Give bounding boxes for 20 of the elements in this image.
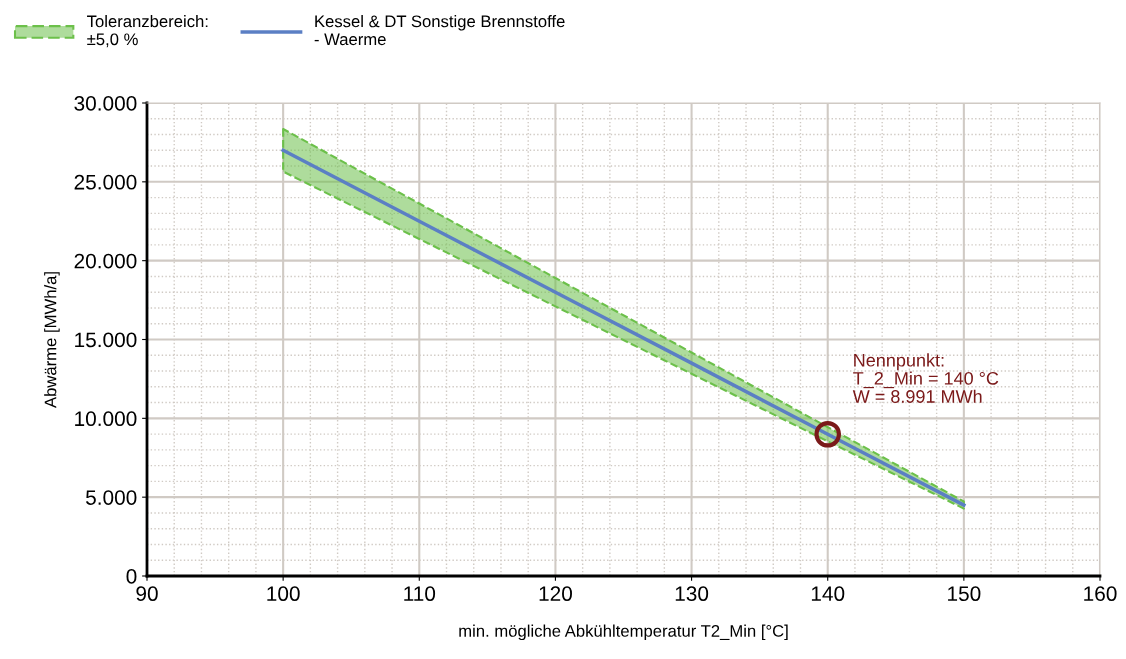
legend-label: Kessel & DT Sonstige Brennstoffe - Waerme [314,15,565,46]
x-tick-label: 120 [539,586,572,602]
y-tick-label: 10.000 [75,411,137,427]
x-tick-label: 90 [136,586,158,602]
y-axis-title: Abwärme [MWh/a] [44,272,60,408]
x-tick-label: 110 [404,586,436,602]
x-axis-title: min. mögliche Abkühltemperatur T2_Min [°C] [459,624,788,641]
y-tick-label: 25.000 [74,174,137,190]
x-tick-label: 100 [267,586,300,602]
x-tick-label: 140 [811,586,845,602]
x-tick-label: 130 [675,586,709,602]
x-tick-label: 150 [948,586,981,602]
y-tick-label: 30.000 [74,96,137,111]
y-tick-label: 0 [126,569,137,584]
y-tick-label: 5.000 [85,490,137,505]
text: Toleranzbereich: ±5,0 % [87,15,208,48]
y-tick-label: 20.000 [74,253,137,269]
y-tick-label: 15.000 [75,332,137,348]
annotation: Nennpunkt: T_2_Min = 140 °C W = 8.991 MWh [852,353,999,403]
x-tick-label: 160 [1084,586,1117,602]
